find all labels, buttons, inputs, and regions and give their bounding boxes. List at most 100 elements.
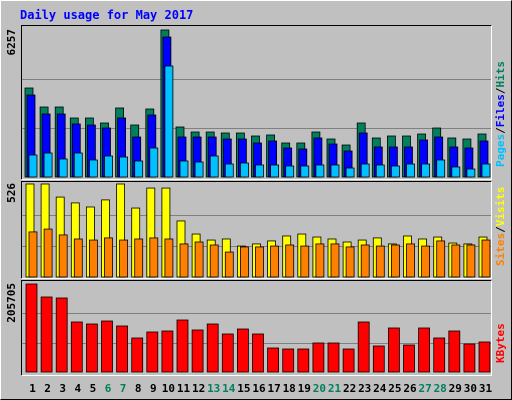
- x-tick-label: 5: [90, 382, 97, 395]
- x-tick-label: 30: [464, 382, 477, 395]
- bar: [403, 344, 415, 373]
- panel-shadow: [21, 181, 492, 279]
- bar: [418, 327, 431, 373]
- bar: [255, 246, 264, 278]
- bar: [40, 296, 53, 373]
- bar: [179, 160, 189, 178]
- bar: [357, 321, 370, 373]
- bar: [134, 160, 144, 178]
- bar: [297, 348, 310, 373]
- x-tick-label: 11: [177, 382, 191, 395]
- legend-separator: /: [494, 127, 507, 134]
- x-tick-label: 3: [59, 382, 66, 395]
- bar: [134, 238, 144, 278]
- x-tick-label: 31: [479, 382, 493, 395]
- bar: [451, 244, 461, 278]
- bar: [25, 283, 38, 373]
- x-tick-label: 18: [283, 382, 296, 395]
- x-tick-label: 7: [120, 382, 127, 395]
- bar: [282, 348, 295, 373]
- bar: [406, 243, 415, 278]
- bar: [390, 244, 400, 278]
- bar: [375, 164, 385, 178]
- bar: [101, 320, 113, 373]
- bar: [239, 246, 249, 278]
- bar: [375, 245, 385, 278]
- bar: [194, 161, 204, 178]
- panel-highlight: [21, 25, 492, 180]
- bar: [164, 65, 174, 178]
- bar: [70, 321, 83, 373]
- legend-entry: Pages: [494, 134, 507, 167]
- bar: [252, 333, 264, 373]
- x-tick-label: 8: [135, 382, 142, 395]
- bar: [300, 165, 310, 178]
- bar: [330, 164, 340, 178]
- bar: [433, 337, 446, 373]
- bar: [360, 244, 370, 278]
- bar: [436, 240, 446, 278]
- x-tick-label: 16: [252, 382, 266, 395]
- bar: [119, 239, 128, 278]
- bar: [436, 159, 446, 178]
- bar: [285, 165, 295, 178]
- x-tick-label: 12: [192, 382, 205, 395]
- bar: [104, 237, 113, 278]
- bar: [372, 345, 385, 373]
- legend-entry: Visits: [494, 187, 507, 227]
- x-tick-label: 6: [105, 382, 112, 395]
- bar: [448, 330, 461, 373]
- legend-separator: /: [494, 226, 507, 233]
- bar: [421, 245, 431, 278]
- legend: KBytes: [494, 323, 507, 363]
- x-tick-label: 23: [358, 382, 371, 395]
- bar: [43, 152, 53, 178]
- bar: [466, 168, 476, 178]
- bar: [481, 163, 491, 178]
- x-tick-label: 22: [343, 382, 356, 395]
- bar: [149, 237, 159, 278]
- bar: [206, 323, 219, 373]
- x-tick-label: 2: [44, 382, 51, 395]
- bar: [315, 243, 325, 278]
- x-tick-label: 4: [74, 382, 81, 395]
- x-tick-label: 21: [328, 382, 342, 395]
- bar: [345, 167, 355, 178]
- x-tick-label: 9: [150, 382, 157, 395]
- bar: [481, 239, 491, 278]
- legend: Pages/Files/Hits: [494, 61, 507, 167]
- panel-highlight: [21, 280, 492, 376]
- x-tick-label: 20: [313, 382, 326, 395]
- chart-title: Daily usage for May 2017: [20, 8, 193, 22]
- bar: [466, 244, 476, 278]
- bar: [191, 329, 204, 373]
- legend-entry: Sites: [494, 233, 507, 266]
- panel-highlight: [21, 181, 492, 279]
- x-tick-label: 24: [373, 382, 387, 395]
- x-tick-label: 13: [207, 382, 220, 395]
- y-tick-label: 6257: [5, 29, 18, 56]
- bar: [116, 325, 128, 373]
- bar: [104, 155, 113, 178]
- x-tick-label: 17: [267, 382, 280, 395]
- bar: [451, 166, 461, 178]
- bar: [224, 163, 234, 178]
- x-tick-label: 27: [418, 382, 431, 395]
- bar: [89, 239, 98, 278]
- x-tick-label: 26: [403, 382, 417, 395]
- bar: [342, 348, 355, 373]
- bar: [209, 244, 219, 278]
- bar: [58, 234, 68, 278]
- legend-separator: /: [494, 87, 507, 94]
- x-tick-label: 29: [449, 382, 462, 395]
- bar: [194, 241, 204, 278]
- bar: [267, 347, 280, 373]
- x-tick-label: 1: [29, 382, 36, 395]
- bar: [55, 297, 68, 373]
- bar: [312, 342, 325, 373]
- bar: [86, 323, 98, 373]
- bar: [300, 245, 310, 278]
- x-tick-label: 25: [388, 382, 401, 395]
